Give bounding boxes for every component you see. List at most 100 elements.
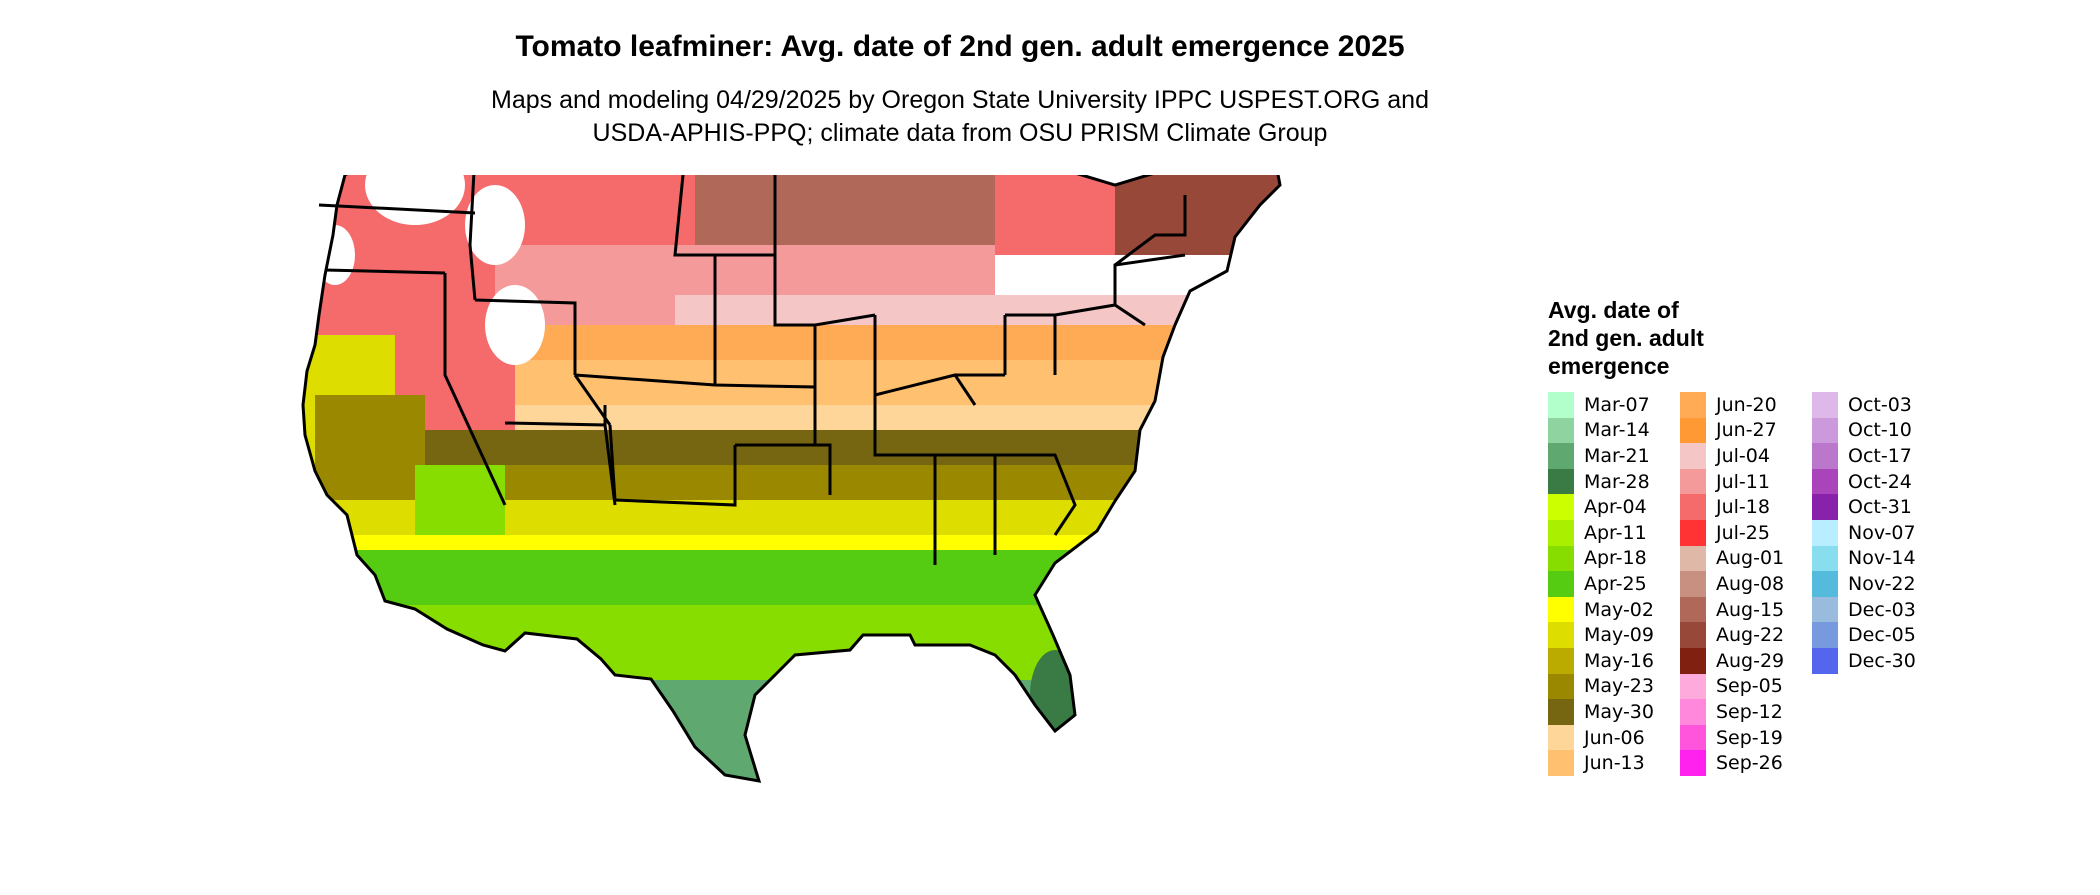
band-apr25 — [303, 550, 1280, 610]
legend-item: Dec-30 — [1812, 647, 1930, 674]
legend-swatch — [1548, 622, 1574, 648]
legend-title-line-3: emergence — [1548, 353, 1670, 379]
legend-title-line-2: 2nd gen. adult — [1548, 325, 1704, 351]
legend-label: Jul-25 — [1716, 521, 1770, 544]
legend-item: Aug-08 — [1680, 571, 1798, 597]
legend-item: Jun-13 — [1548, 750, 1666, 776]
legend-label: Oct-24 — [1848, 470, 1912, 493]
legend-item: May-30 — [1548, 699, 1666, 725]
subtitle: Maps and modeling 04/29/2025 by Oregon S… — [0, 84, 2100, 150]
band-southwest — [315, 395, 425, 485]
legend-swatch — [1548, 468, 1574, 495]
legend-item: Dec-05 — [1812, 622, 1930, 648]
legend-swatch — [1548, 494, 1574, 520]
legend-item: Apr-18 — [1548, 545, 1666, 572]
legend-swatch — [1680, 596, 1706, 623]
legend-item: Mar-28 — [1548, 468, 1666, 495]
band-mar21 — [303, 680, 1280, 781]
legend-swatch — [1680, 750, 1706, 776]
legend-swatch — [1680, 724, 1706, 751]
legend-item: Jul-18 — [1680, 494, 1798, 520]
legend-item: Mar-21 — [1548, 443, 1666, 469]
legend-label: May-16 — [1584, 649, 1654, 672]
legend-label: Sep-19 — [1716, 726, 1783, 749]
legend-label: Aug-15 — [1716, 598, 1785, 621]
legend-label: Jul-11 — [1716, 470, 1770, 493]
legend-item: Apr-04 — [1548, 494, 1666, 520]
legend-item: Aug-01 — [1680, 545, 1798, 572]
legend-label: Jun-06 — [1584, 726, 1645, 749]
legend-item: Oct-17 — [1812, 443, 1930, 469]
legend-label: Mar-28 — [1584, 470, 1650, 493]
legend-label: Dec-03 — [1848, 598, 1916, 621]
legend-label: Mar-14 — [1584, 419, 1650, 442]
legend-label: Jun-27 — [1716, 419, 1777, 442]
legend-label: Jul-04 — [1716, 444, 1770, 467]
legend-label: Oct-10 — [1848, 419, 1912, 442]
band-jun20 — [515, 325, 1275, 365]
legend-label: Oct-17 — [1848, 444, 1912, 467]
legend-label: Oct-03 — [1848, 393, 1912, 416]
legend-swatch — [1812, 622, 1838, 648]
legend-item: May-23 — [1548, 673, 1666, 700]
legend-label: Apr-18 — [1584, 547, 1647, 570]
legend-item: Oct-24 — [1812, 468, 1930, 495]
unmodeled-wyoming — [465, 185, 525, 265]
legend-item: Nov-14 — [1812, 545, 1930, 572]
legend-swatch — [1548, 724, 1574, 751]
legend-column: Oct-03 Oct-10 Oct-17 Oct-24 Oct-31 Nov-07 Nov-… — [1812, 392, 1930, 776]
legend-item: Jul-11 — [1680, 468, 1798, 495]
legend-item: Jun-27 — [1680, 417, 1798, 444]
legend-swatch — [1680, 699, 1706, 725]
legend-swatch — [1548, 392, 1574, 418]
legend-swatch — [1812, 596, 1838, 623]
legend-item: Mar-07 — [1548, 392, 1666, 418]
legend-label: Nov-22 — [1848, 572, 1916, 595]
legend-swatch — [1680, 392, 1706, 418]
legend-item: Apr-25 — [1548, 571, 1666, 597]
legend-swatch — [1680, 673, 1706, 700]
subtitle-line-2: USDA-APHIS-PPQ; climate data from OSU PR… — [592, 119, 1328, 147]
legend-label: Mar-21 — [1584, 444, 1650, 467]
legend-swatch — [1548, 750, 1574, 776]
legend-label: Aug-22 — [1716, 624, 1785, 647]
legend-item: Dec-03 — [1812, 596, 1930, 623]
legend-label: Aug-29 — [1716, 649, 1785, 672]
legend-label: May-30 — [1584, 700, 1654, 723]
legend-label: Aug-01 — [1716, 547, 1785, 570]
band-jun13 — [515, 360, 1275, 410]
legend-swatch — [1680, 622, 1706, 648]
legend-swatch — [1812, 571, 1838, 597]
legend-label: Aug-08 — [1716, 572, 1785, 595]
legend-item: May-02 — [1548, 596, 1666, 623]
unmodeled-colorado — [485, 285, 545, 365]
legend-swatch — [1548, 443, 1574, 469]
legend-item: May-16 — [1548, 647, 1666, 674]
legend-item: Nov-22 — [1812, 571, 1930, 597]
legend-item: Jul-25 — [1680, 519, 1798, 546]
legend-swatch — [1680, 545, 1706, 572]
legend-label: Nov-14 — [1848, 547, 1916, 570]
legend-swatch — [1812, 494, 1838, 520]
legend-item: Sep-05 — [1680, 673, 1798, 700]
legend-swatch — [1548, 699, 1574, 725]
chart-title: Tomato leafminer: Avg. date of 2nd gen. … — [515, 30, 1405, 63]
unmodeled-cascades — [315, 225, 355, 285]
unmodeled-north-rockies — [365, 175, 465, 225]
legend-swatch — [1812, 545, 1838, 572]
legend-swatch — [1548, 417, 1574, 444]
legend-swatch — [1680, 647, 1706, 674]
legend-label: Dec-05 — [1848, 624, 1916, 647]
legend-label: May-02 — [1584, 598, 1654, 621]
legend-label: Jul-18 — [1716, 496, 1770, 519]
legend-label: Oct-31 — [1848, 496, 1912, 519]
band-arizona — [415, 465, 505, 535]
legend-column: Mar-07 Mar-14 Mar-21 Mar-28 Apr-04 Apr-11 Apr-… — [1548, 392, 1666, 776]
legend-label: May-09 — [1584, 624, 1654, 647]
legend-item: Aug-29 — [1680, 647, 1798, 674]
legend-swatch — [1680, 519, 1706, 546]
legend-item: Aug-22 — [1680, 622, 1798, 648]
legend-swatch — [1812, 417, 1838, 444]
legend-swatch — [1680, 494, 1706, 520]
legend-label: Dec-30 — [1848, 649, 1916, 672]
